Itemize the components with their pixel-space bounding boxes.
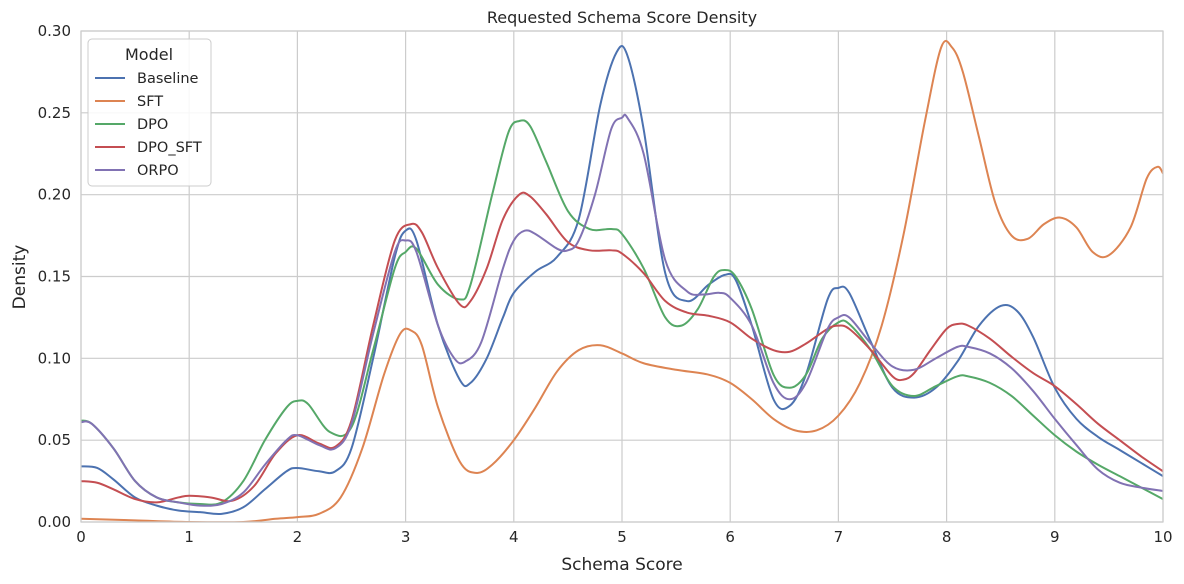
legend-label: Baseline: [137, 71, 199, 87]
legend-box: [87, 38, 212, 187]
series-line-baseline: [81, 45, 1163, 516]
x-tick-label: 6: [725, 528, 735, 546]
legend-label: SFT: [137, 94, 163, 110]
series-line-sft: [81, 39, 1163, 522]
series-line-orpo: [81, 113, 1163, 507]
x-tick-label: 9: [1050, 528, 1060, 546]
legend-label: DPO: [137, 117, 168, 133]
x-tick-label: 7: [834, 528, 844, 546]
chart-title: Requested Schema Score Density: [487, 8, 757, 27]
plot-frame: [80, 30, 1164, 523]
x-tick-label: 1: [184, 528, 194, 546]
x-tick-label: 3: [401, 528, 411, 546]
x-tick-label: 5: [617, 528, 627, 546]
x-axis-label: Schema Score: [561, 555, 682, 575]
x-tick-label: 2: [293, 528, 303, 546]
y-tick-label: 0.05: [38, 431, 71, 449]
legend: Model Baseline SFT DPO DPO_SFT ORPO: [87, 38, 212, 187]
series-line-dpo: [81, 119, 1163, 506]
y-tick-label: 0.00: [38, 513, 71, 531]
series-lines: [81, 39, 1163, 522]
x-tick-label: 10: [1153, 528, 1172, 546]
legend-label: DPO_SFT: [137, 140, 202, 156]
legend-label: ORPO: [137, 163, 179, 179]
y-tick-label: 0.30: [38, 22, 71, 40]
y-tick-label: 0.15: [38, 268, 71, 286]
y-axis-label: Density: [10, 245, 30, 310]
y-tick-label: 0.25: [38, 104, 71, 122]
legend-title: Model: [125, 45, 173, 64]
x-tick-label: 8: [942, 528, 952, 546]
x-tick-label: 4: [509, 528, 519, 546]
x-axis-ticks: 0 1 2 3 4 5 6 7 8 9 10: [76, 528, 1172, 546]
y-tick-label: 0.20: [38, 186, 71, 204]
y-axis-ticks: 0.00 0.05 0.10 0.15 0.20 0.25 0.30: [38, 22, 71, 531]
x-tick-label: 0: [76, 528, 86, 546]
y-tick-label: 0.10: [38, 349, 71, 367]
